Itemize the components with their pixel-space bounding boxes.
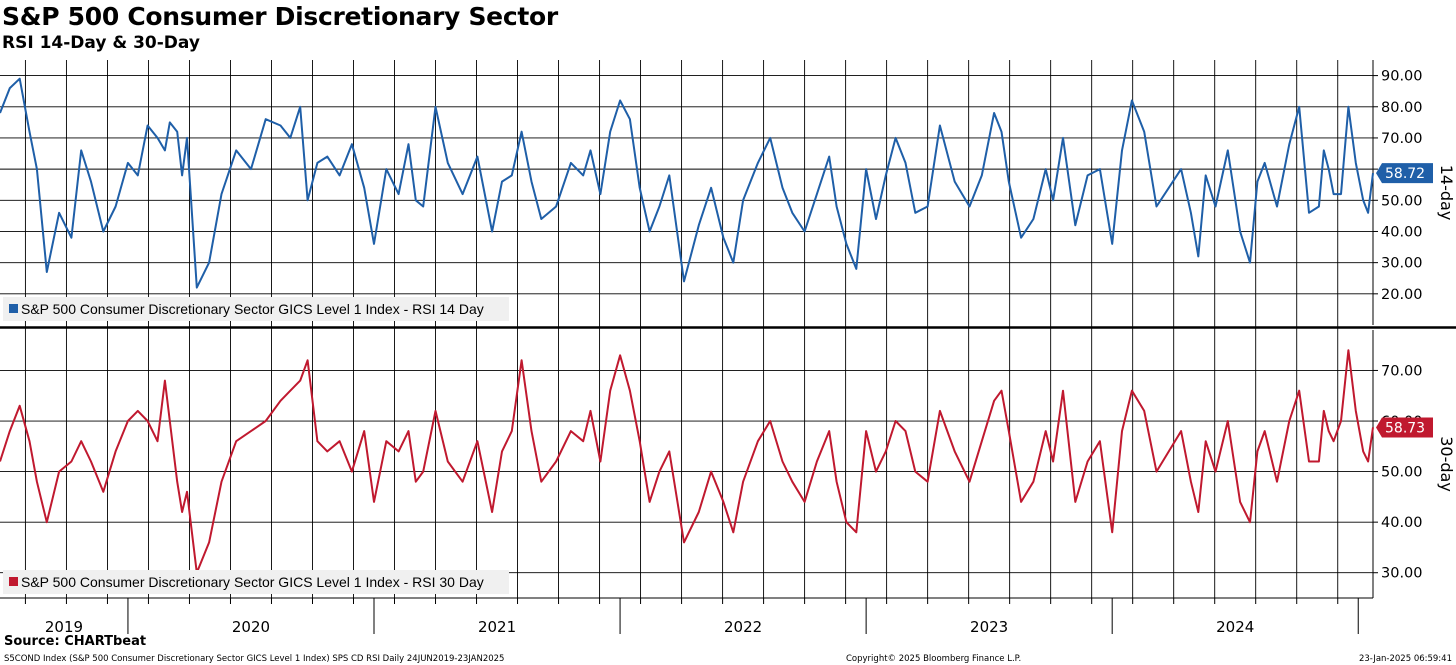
y-tick-label: 30.00 — [1381, 566, 1423, 582]
x-year-label: 2024 — [1216, 618, 1254, 636]
legend-bg — [3, 570, 509, 594]
y-tick-label: 80.00 — [1381, 100, 1423, 116]
chart-title: S&P 500 Consumer Discretionary Sector — [2, 2, 558, 31]
y-tick-label: 90.00 — [1381, 69, 1423, 85]
last-value-label: 58.73 — [1385, 420, 1425, 436]
y-tick-label: 20.00 — [1381, 287, 1423, 303]
y-tick-label: 70.00 — [1381, 131, 1423, 147]
x-year-label: 2019 — [45, 618, 83, 636]
footer-copyright: Copyright© 2025 Bloomberg Finance L.P. — [846, 654, 1022, 664]
series-line-rsi-30 — [0, 349, 1374, 574]
y-tick-label: 40.00 — [1381, 515, 1423, 531]
x-axis: 2019 2020 2021 2022 2023 2024 — [0, 597, 1373, 636]
y-tick-label: 30.00 — [1381, 256, 1423, 272]
legend-swatch — [9, 577, 18, 586]
legend-label: S&P 500 Consumer Discretionary Sector GI… — [21, 301, 484, 317]
panel-rsi-14: 20.0030.0040.0050.0060.0070.0080.0090.00… — [0, 60, 1456, 325]
series-line-rsi-14 — [0, 77, 1374, 289]
x-year-label: 2023 — [970, 618, 1008, 636]
last-value-tag-bg — [1376, 417, 1433, 438]
side-label: 14-day — [1437, 165, 1456, 221]
last-value-label: 58.72 — [1385, 166, 1425, 182]
chart-subtitle: RSI 14-Day & 30-Day — [2, 33, 200, 53]
side-label: 30-day — [1437, 436, 1456, 492]
legend-bg — [3, 297, 509, 321]
grid — [24, 60, 1339, 598]
panel-rsi-30: 30.0040.0050.0060.0070.0058.7330-dayS&P … — [0, 330, 1456, 598]
y-tick-label: 40.00 — [1381, 224, 1423, 240]
x-year-label: 2022 — [724, 618, 762, 636]
y-tick-label: 50.00 — [1381, 465, 1423, 481]
legend-swatch — [9, 304, 18, 313]
last-value-tag: 58.73 — [1376, 417, 1433, 438]
x-year-label: 2021 — [478, 618, 516, 636]
y-tick-label: 50.00 — [1381, 193, 1423, 209]
footer-timestamp: 23-Jan-2025 06:59:41 — [1358, 654, 1452, 664]
y-tick-label: 70.00 — [1381, 363, 1423, 379]
footer-index-description: S5COND Index (S&P 500 Consumer Discretio… — [4, 654, 505, 664]
last-value-tag: 58.72 — [1376, 163, 1433, 184]
legend-label: S&P 500 Consumer Discretionary Sector GI… — [21, 574, 484, 590]
last-value-tag-bg — [1376, 163, 1433, 184]
source-label: Source: CHARTbeat — [4, 634, 147, 649]
x-year-label: 2020 — [232, 618, 270, 636]
